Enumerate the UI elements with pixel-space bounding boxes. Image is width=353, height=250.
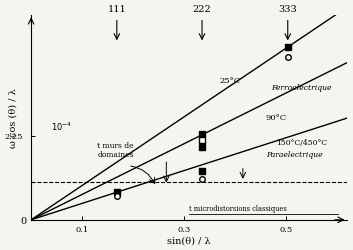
Text: 111: 111 (107, 6, 126, 15)
Text: Ferroelectrique: Ferroelectrique (271, 84, 331, 92)
Text: 333: 333 (279, 6, 297, 15)
Text: 150°C/450°C: 150°C/450°C (276, 138, 327, 146)
Text: $10^{-4}$: $10^{-4}$ (50, 120, 72, 132)
Text: 25°C: 25°C (220, 76, 241, 84)
Text: 2.25: 2.25 (5, 132, 23, 140)
Text: t microdistorsions classiques: t microdistorsions classiques (189, 204, 287, 212)
Text: 90°C: 90°C (266, 114, 287, 122)
Text: 222: 222 (193, 6, 211, 15)
X-axis label: sin(θ) / λ: sin(θ) / λ (167, 236, 211, 244)
Text: t murs de
domaines: t murs de domaines (97, 142, 134, 158)
Y-axis label: ω cos (θ) / λ: ω cos (θ) / λ (8, 88, 17, 148)
Text: Paraelectrique: Paraelectrique (266, 151, 322, 159)
